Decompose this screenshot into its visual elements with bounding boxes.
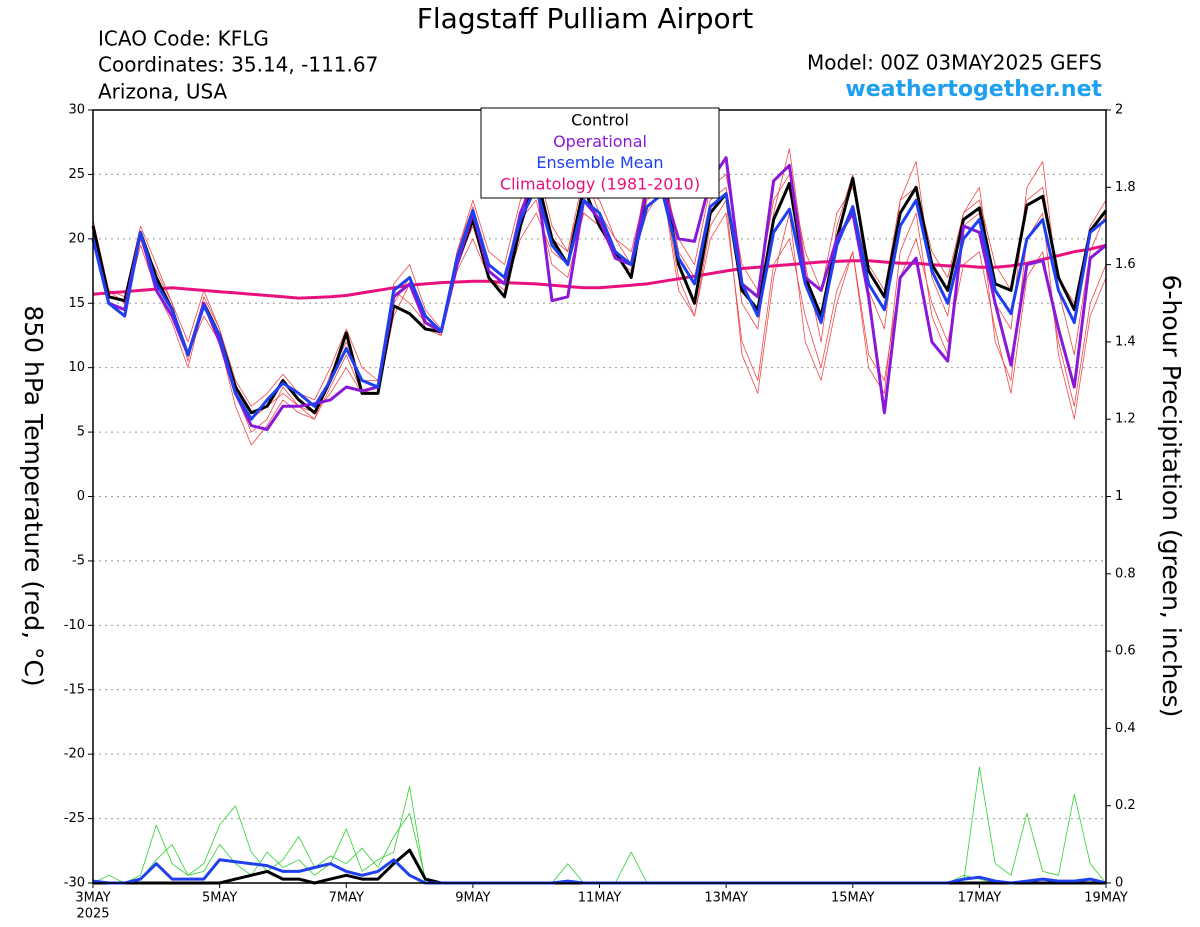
y2-tick-label: 0.4	[1115, 721, 1136, 736]
y-tick-label: -15	[64, 682, 85, 697]
y2-axis-label: 6-hour Precipitation (green, inches)	[1157, 275, 1186, 718]
legend-entry: Climatology (1981-2010)	[500, 174, 700, 193]
y2-tick-label: 1.4	[1115, 334, 1136, 349]
legend-entry: Control	[571, 111, 629, 130]
y-axis-label: 850 hPa Temperature (red, °C)	[19, 305, 48, 686]
y-tick-label: 5	[77, 425, 85, 440]
y2-tick-label: 1.6	[1115, 257, 1136, 272]
x-tick-label: 19MAY	[1084, 891, 1128, 906]
y-tick-label: 0	[77, 489, 85, 504]
x-tick-label: 9MAY	[455, 891, 490, 906]
x-tick-label: 7MAY	[329, 891, 364, 906]
x-tick-label: 17MAY	[958, 891, 1002, 906]
ensemble-member-line	[92, 174, 1107, 407]
series-line	[92, 243, 1107, 300]
y-tick-label: 20	[68, 231, 85, 246]
legend-entry: Ensemble Mean	[536, 153, 663, 172]
series-line	[91, 185, 1107, 421]
x-tick-label: 11MAY	[578, 891, 622, 906]
legend-box	[480, 107, 720, 199]
legend-entry: Operational	[553, 132, 647, 151]
station-line: Coordinates: 35.14, -111.67	[98, 53, 378, 77]
y2-tick-label: 0.8	[1115, 566, 1136, 581]
x-tick-label: 13MAY	[704, 891, 748, 906]
x-tick-label: 3MAY	[75, 891, 110, 906]
x-tick-label: 5MAY	[202, 891, 237, 906]
y2-tick-label: 0.2	[1115, 798, 1136, 813]
y2-tick-label: 1.8	[1115, 180, 1136, 195]
y-tick-label: -30	[64, 876, 85, 891]
model-label: Model: 00Z 03MAY2025 GEFS	[807, 51, 1102, 75]
y2-tick-label: 1.2	[1115, 412, 1136, 427]
y2-tick-label: 1	[1115, 489, 1123, 504]
y-tick-label: 15	[68, 296, 85, 311]
x-tick-label: 15MAY	[831, 891, 875, 906]
y-tick-label: -5	[72, 553, 85, 568]
station-line: Arizona, USA	[98, 80, 228, 104]
y-tick-label: 30	[68, 103, 85, 118]
y-tick-label: 10	[68, 360, 85, 375]
source: weathertogether.net	[845, 77, 1102, 102]
chart-title: Flagstaff Pulliam Airport	[417, 2, 753, 35]
y-tick-label: -20	[64, 747, 85, 762]
y2-tick-label: 2	[1115, 103, 1123, 118]
year-label: 2025	[76, 907, 109, 922]
y-tick-label: -25	[64, 811, 85, 826]
series-line	[91, 156, 1107, 431]
y2-tick-label: 0	[1115, 876, 1123, 891]
y-tick-label: -10	[64, 618, 85, 633]
y2-tick-label: 0.6	[1115, 644, 1136, 659]
y-tick-label: 25	[68, 167, 85, 182]
station-line: ICAO Code: KFLG	[98, 27, 269, 51]
